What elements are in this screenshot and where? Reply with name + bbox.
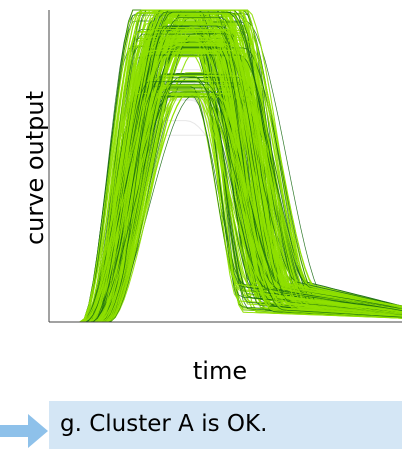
curve-chart: [48, 9, 402, 323]
curve-line: [49, 40, 402, 323]
curve-line: [49, 16, 402, 323]
y-axis-label: curve output: [21, 90, 49, 246]
x-axis-label: time: [192, 357, 248, 385]
cluster-annotation: g. Cluster A is OK.: [49, 401, 402, 449]
cluster-a-curves: [49, 9, 402, 323]
curve-line: [49, 49, 402, 323]
curve-line: [49, 17, 402, 323]
curve-line: [49, 94, 402, 323]
curve-line: [49, 29, 402, 323]
curve-line: [49, 81, 402, 323]
curve-line: [49, 50, 402, 323]
curve-line: [49, 28, 402, 323]
curve-line: [49, 37, 402, 323]
right-arrow-icon: [0, 414, 48, 448]
curve-line: [49, 26, 402, 323]
